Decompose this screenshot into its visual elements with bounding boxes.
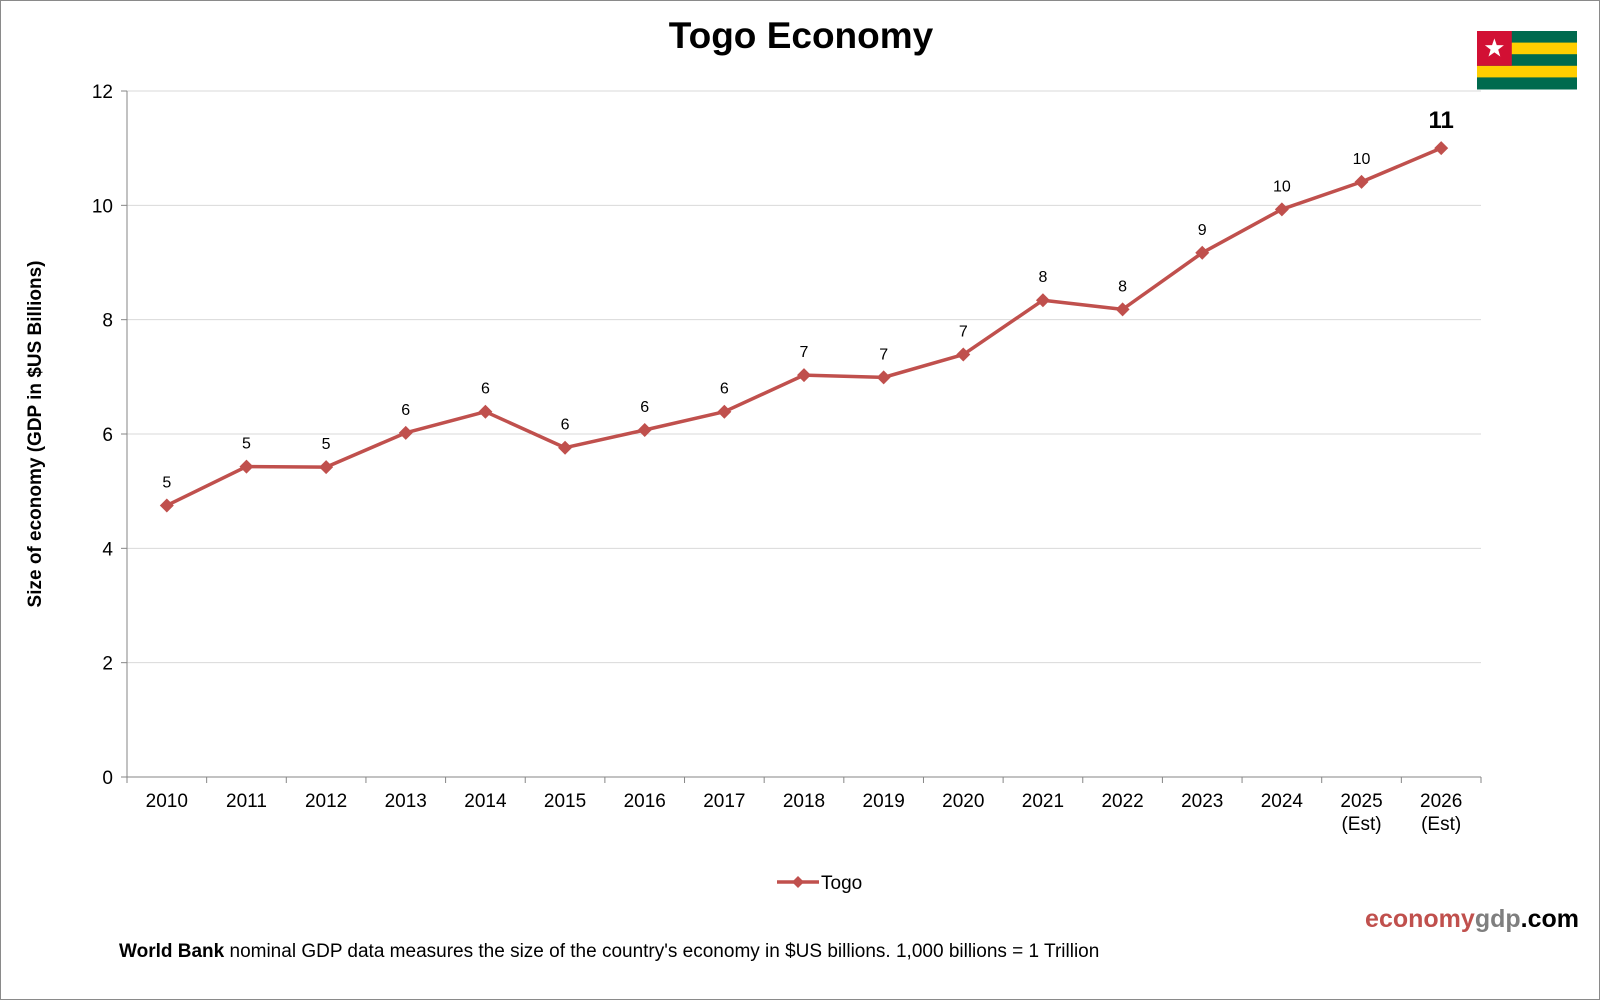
y-tick-label: 2 xyxy=(102,654,113,675)
data-label: 6 xyxy=(481,381,490,398)
data-label: 5 xyxy=(162,474,171,491)
x-tick-label: 2013 xyxy=(385,791,427,812)
data-label: 5 xyxy=(322,436,331,453)
data-label: 7 xyxy=(879,346,888,363)
brand-part-economy: economy xyxy=(1365,905,1475,933)
brand-part-gdp: gdp xyxy=(1474,905,1521,933)
data-point xyxy=(1035,293,1050,308)
x-tick-label: 2021 xyxy=(1022,791,1064,812)
footnote-text: nominal GDP data measures the size of th… xyxy=(229,941,1100,962)
x-tick-label: 2015 xyxy=(544,791,586,812)
chart-title: Togo Economy xyxy=(668,15,934,56)
data-point xyxy=(1115,302,1130,317)
y-tick-label: 12 xyxy=(92,82,113,103)
data-label: 7 xyxy=(959,324,968,341)
data-label: 6 xyxy=(640,399,649,416)
x-tick-label: 2019 xyxy=(863,791,905,812)
y-axis-title: Size of economy (GDP in $US Billions) xyxy=(25,261,46,608)
data-point xyxy=(1434,141,1449,156)
flag-stripe xyxy=(1477,77,1577,90)
flag-star-icon xyxy=(1484,38,1504,57)
x-tick-label: 2017 xyxy=(703,791,745,812)
x-tick-label: 2024 xyxy=(1261,791,1304,812)
y-tick-label: 8 xyxy=(102,311,113,332)
flag-stripe xyxy=(1477,65,1577,78)
data-point xyxy=(478,404,493,419)
data-point xyxy=(956,347,971,362)
togo-flag-icon xyxy=(1477,31,1577,90)
brand-logo[interactable]: economygdp.com xyxy=(1365,905,1579,934)
data-point xyxy=(159,498,174,513)
data-label: 5 xyxy=(242,436,251,453)
x-tick-label: 2016 xyxy=(624,791,666,812)
y-tick-label: 4 xyxy=(102,539,113,560)
data-label: 10 xyxy=(1353,151,1371,168)
data-point xyxy=(876,370,891,385)
data-point xyxy=(398,425,413,440)
x-tick-label: 2022 xyxy=(1101,791,1143,812)
y-tick-label: 0 xyxy=(102,768,113,789)
data-point xyxy=(558,440,573,455)
data-point xyxy=(1195,245,1210,260)
data-label: 7 xyxy=(800,344,809,361)
footnote-source: World Bank xyxy=(119,941,225,962)
series-line-togo xyxy=(166,146,1442,508)
data-label: 8 xyxy=(1038,269,1047,286)
data-point xyxy=(797,368,811,383)
data-point xyxy=(717,404,732,419)
data-label: 11 xyxy=(1428,107,1453,134)
data-point xyxy=(1354,174,1369,189)
data-point xyxy=(1274,202,1289,217)
y-tick-label: 6 xyxy=(102,425,113,446)
x-tick-label: 2011 xyxy=(226,791,267,812)
legend-label-togo: Togo xyxy=(821,873,862,894)
data-point xyxy=(319,460,334,475)
x-tick-label: 2025 (Est) xyxy=(1340,791,1382,835)
x-tick-label: 2026 (Est) xyxy=(1420,791,1462,835)
data-label: 8 xyxy=(1118,278,1127,295)
y-tick-label: 10 xyxy=(92,196,113,217)
data-point xyxy=(239,459,254,474)
brand-part-com: .com xyxy=(1520,905,1579,933)
x-tick-label: 2018 xyxy=(783,791,825,812)
data-label: 10 xyxy=(1273,178,1291,195)
x-tick-label: 2020 xyxy=(942,791,984,812)
x-tick-label: 2010 xyxy=(146,791,188,812)
data-label: 9 xyxy=(1198,222,1207,239)
x-tick-label: 2014 xyxy=(464,791,507,812)
data-label: 6 xyxy=(561,417,570,434)
data-label: 6 xyxy=(720,381,729,398)
legend-marker-togo xyxy=(792,876,804,888)
data-point xyxy=(637,422,652,437)
data-label: 6 xyxy=(401,402,410,419)
x-tick-label: 2012 xyxy=(305,791,347,812)
x-tick-label: 2023 xyxy=(1181,791,1223,812)
footnote: World Bank nominal GDP data measures the… xyxy=(119,941,1099,963)
